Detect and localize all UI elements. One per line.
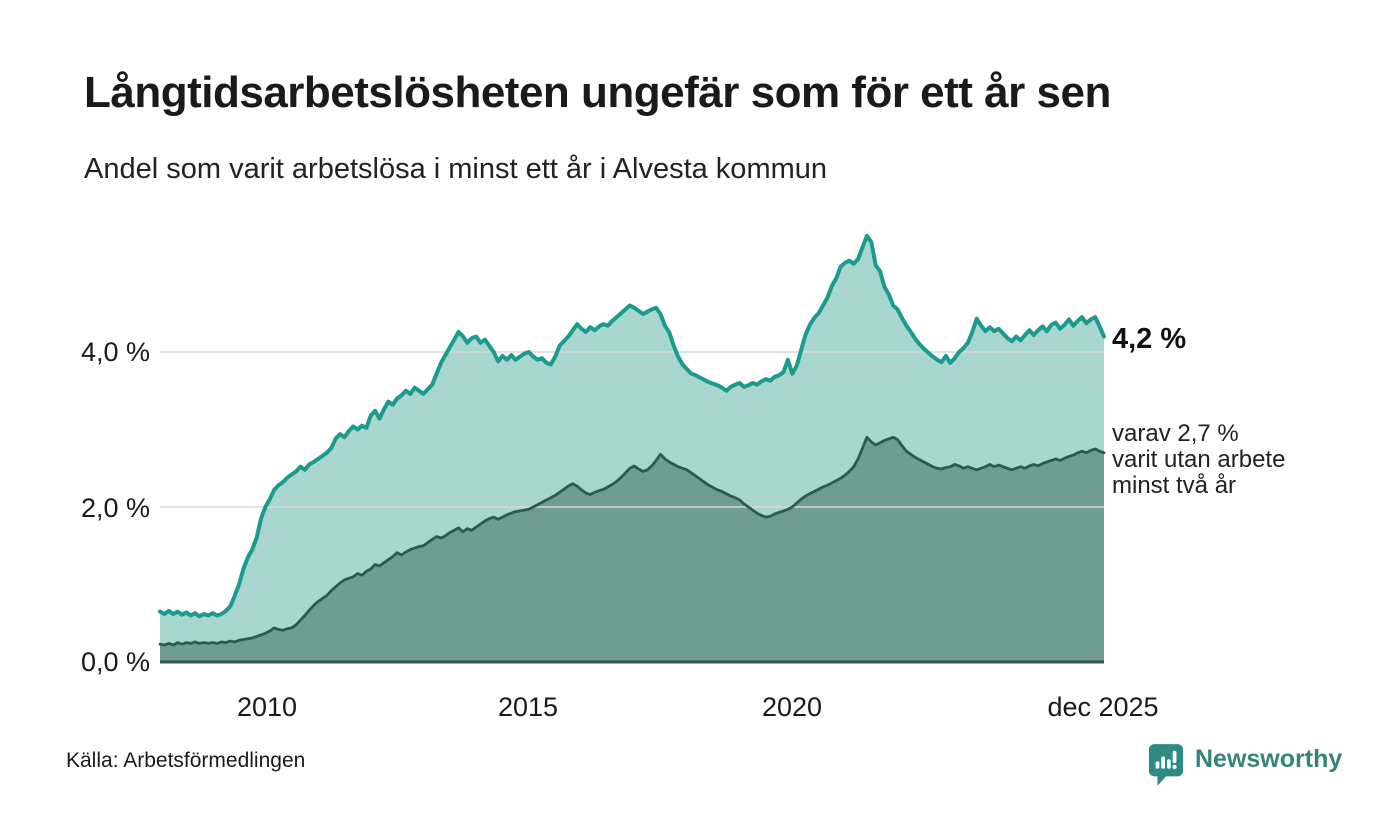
x-axis-tick-2020: 2020: [761, 692, 823, 722]
x-axis-tick-dec-2025: dec 2025: [1047, 692, 1159, 722]
secondary-value-line1: varav 2,7 %: [1112, 420, 1239, 447]
series-line-0: [158, 233, 1106, 619]
newsworthy-bubble-chart-icon: [1147, 742, 1185, 793]
y-axis-tick-0: 0,0 %: [80, 647, 150, 677]
y-axis-tick-4: 4,0 %: [80, 337, 150, 367]
series-line-1: [158, 435, 1106, 647]
newsworthy-logo: Newsworthy: [1147, 742, 1342, 788]
x-axis-tick-2010: 2010: [236, 692, 298, 722]
secondary-value-line2: varit utan arbete: [1112, 446, 1286, 473]
x-axis-tick-2015: 2015: [497, 692, 559, 722]
secondary-value-line3: minst två år: [1112, 472, 1237, 499]
newsworthy-logo-text: Newsworthy: [1195, 745, 1343, 773]
page-subtitle: Andel som varit arbetslösa i minst ett å…: [84, 153, 828, 185]
page-title: Långtidsarbetslösheten ungefär som för e…: [84, 68, 1111, 117]
latest-value-label: 4,2 %: [1112, 323, 1187, 355]
source-note: Källa: Arbetsförmedlingen: [66, 749, 306, 772]
series-area-1: [160, 437, 1104, 662]
y-axis-tick-2: 2,0 %: [80, 493, 150, 523]
secondary-value-label: varav 2,7 % varit utan arbete minst två …: [1112, 421, 1285, 499]
